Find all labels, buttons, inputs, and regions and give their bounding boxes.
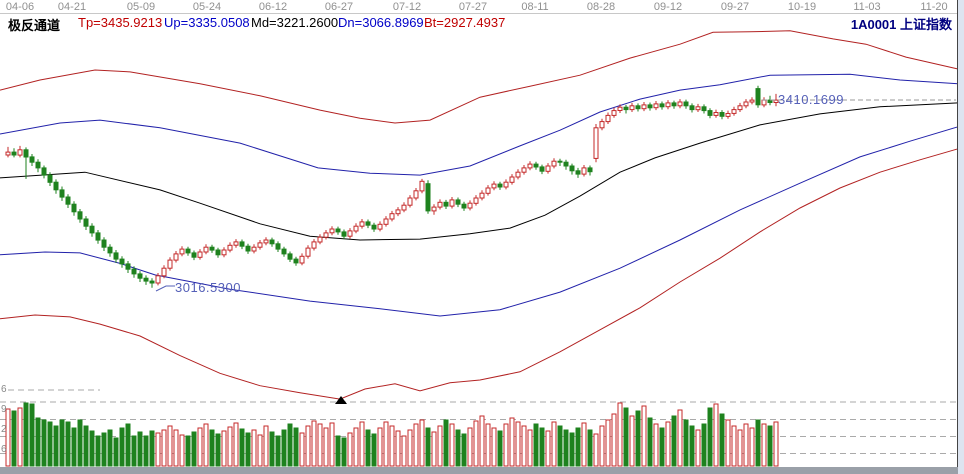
indicator-name: 极反通道 (8, 18, 61, 33)
candlesticks (5, 85, 779, 288)
indicator-value-tp: Tp=3435.9213 (78, 15, 163, 30)
date-tick-label: 04-21 (57, 1, 87, 13)
date-tick-label: 08-28 (586, 1, 616, 13)
date-tick-label: 05-24 (192, 1, 222, 13)
channel-line-Up (0, 73, 959, 176)
volume-axis-digit: 2 (1, 424, 7, 435)
channel-line-Dn (0, 126, 959, 317)
bottom-status-strip (0, 467, 958, 474)
channel-lines (0, 30, 959, 400)
low-price-annotation: 3016.5300 (175, 280, 241, 295)
date-axis: 04-06 04-21 05-09 05-24 06-12 06-27 07-12 07-27… (0, 0, 964, 13)
date-tick-label: 07-12 (392, 1, 422, 13)
last-price-annotation: 3410.1699 (778, 92, 844, 107)
indicator-value-md: Md=3221.2600 (251, 15, 339, 30)
date-tick-label: 06-27 (324, 1, 354, 13)
date-tick-label: 09-27 (720, 1, 750, 13)
date-tick-label: 07-27 (458, 1, 488, 13)
window-right-edge (958, 0, 964, 474)
date-tick-label: 11-03 (853, 1, 881, 13)
triangle-marker (335, 396, 347, 404)
channel-line-Tp (0, 30, 959, 124)
indicator-value-bt: Bt=2927.4937 (424, 15, 506, 30)
date-tick-label: 11-20 (920, 1, 948, 13)
chart-right-border (957, 0, 958, 467)
volume-bars (5, 402, 779, 467)
symbol-title: 1A0001 上证指数 (850, 17, 952, 32)
date-tick-label: 09-12 (653, 1, 683, 13)
indicator-value-up: Up=3335.0508 (164, 15, 250, 30)
volume-axis-digit: 6 (1, 384, 7, 395)
indicator-value-dn: Dn=3066.8969 (338, 15, 424, 30)
date-tick-label: 08-11 (521, 1, 549, 13)
date-tick-label: 06-12 (258, 1, 288, 13)
indicator-readout-row: 极反通道 Tp=3435.9213 Up=3335.0508 Md=3221.2… (0, 14, 958, 33)
axis-separator-line (0, 13, 964, 14)
volume-axis-digit: 6 (1, 444, 7, 455)
date-tick-label: 04-06 (5, 1, 35, 13)
date-tick-label: 10-19 (787, 1, 817, 13)
volume-gridlines (0, 389, 956, 454)
channel-line-Md (0, 102, 959, 241)
channel-line-Bt (0, 148, 959, 400)
date-tick-label: 05-09 (126, 1, 156, 13)
volume-axis-digit: 9 (1, 404, 7, 415)
low-annotation-leader (155, 285, 175, 292)
